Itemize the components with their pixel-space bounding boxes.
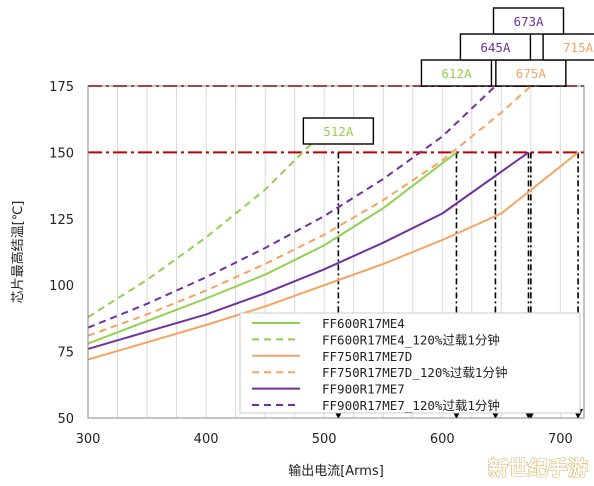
x-tick-labels: 300 400 500 600 700 — [76, 432, 573, 447]
annotation-label: 512A — [323, 124, 354, 139]
annotation-box — [495, 59, 567, 87]
y-tick-label: 150 — [49, 146, 74, 161]
y-tick-label: 75 — [57, 346, 74, 361]
x-tick-label: 600 — [430, 432, 455, 447]
y-tick-label: 125 — [49, 213, 74, 228]
series-line — [87, 151, 579, 361]
annotation-box — [420, 59, 493, 87]
annotation-label: 612A — [441, 66, 472, 81]
series-line — [87, 151, 530, 350]
annotation-box — [459, 33, 532, 61]
plot-frame — [87, 85, 585, 419]
series-line — [87, 85, 532, 337]
legend-label: FF900R17ME7_120%过载1分钟 — [322, 398, 500, 413]
annotation-label: 673A — [513, 14, 544, 29]
annotation-box — [542, 33, 594, 61]
annotation-box — [492, 7, 565, 35]
annotation-label: 675A — [516, 66, 547, 81]
annotation-box — [302, 117, 375, 145]
legend-box — [239, 312, 581, 414]
current-annotations: 512A 612A 675A 645A 715A 673A — [302, 7, 594, 145]
x-tick-label: 500 — [312, 432, 337, 447]
x-axis-title: 输出电流[Arms] — [288, 463, 384, 479]
annotation-label: 715A — [563, 40, 594, 55]
series-line — [87, 85, 497, 329]
legend-label: FF750R17ME7D — [322, 349, 412, 364]
series-line — [87, 151, 458, 345]
annotation-label: 645A — [480, 40, 511, 55]
x-tick-label: 400 — [194, 432, 219, 447]
y-tick-labels: 50 75 100 125 150 175 — [49, 80, 74, 427]
legend-label: FF600R17ME4 — [322, 316, 405, 331]
watermark: 新世纪手游 — [488, 456, 588, 480]
legend-label: FF600R17ME4_120%过载1分钟 — [322, 332, 500, 347]
y-tick-label: 175 — [49, 80, 74, 95]
legend-label: FF750R17ME7D_120%过载1分钟 — [322, 365, 507, 380]
y-tick-label: 100 — [49, 279, 74, 294]
x-tick-label: 700 — [548, 432, 573, 447]
x-tick-label: 300 — [76, 432, 101, 447]
series-lines — [87, 85, 579, 361]
legend-label: FF900R17ME7 — [322, 382, 405, 397]
y-tick-label: 50 — [57, 412, 74, 427]
y-axis-title: 芯片最高结温[℃] — [10, 201, 26, 304]
